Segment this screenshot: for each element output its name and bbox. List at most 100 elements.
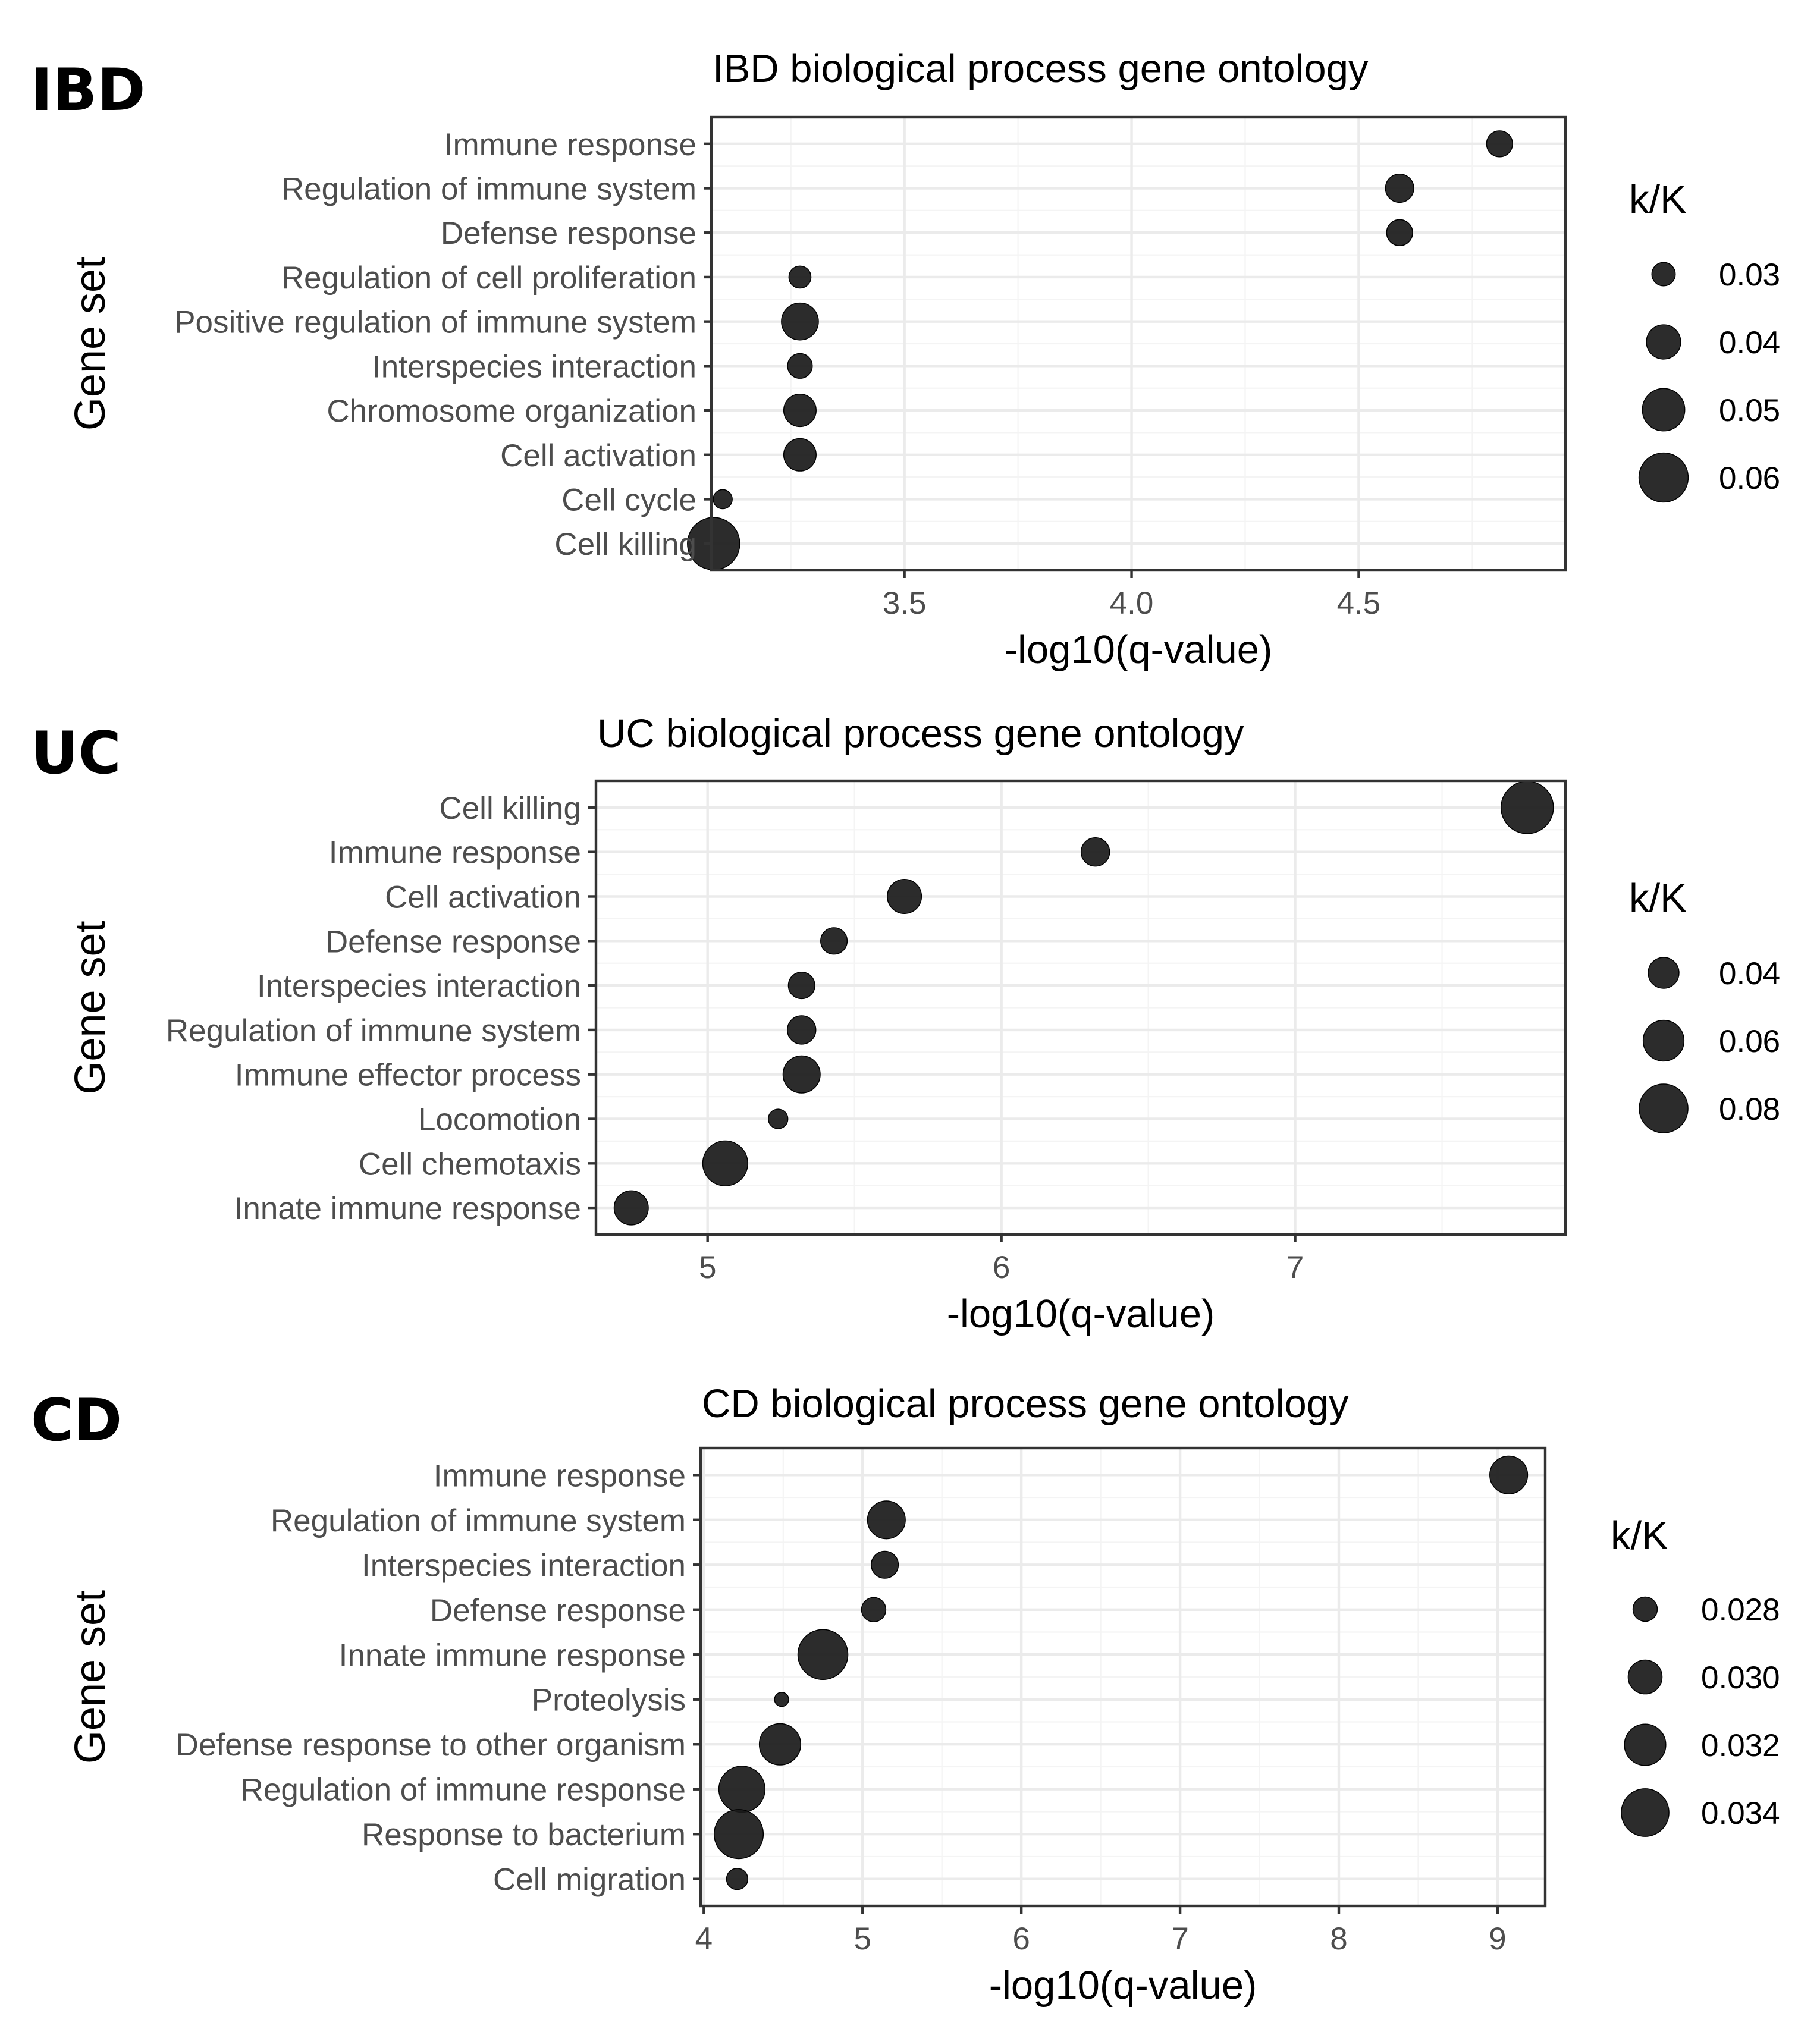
x-tick-label: 8 xyxy=(1330,1921,1347,1956)
data-point xyxy=(788,265,812,289)
plot-frame xyxy=(710,115,1567,572)
legend-key xyxy=(1642,388,1686,432)
y-tick-label: Cell migration xyxy=(493,1863,686,1898)
x-tick-label: 3.5 xyxy=(883,586,927,621)
legend-label: 0.08 xyxy=(1719,1092,1780,1127)
y-tick-label: Defense response to other organism xyxy=(176,1728,686,1763)
y-tick-label: Chromosome organization xyxy=(327,394,696,429)
data-point xyxy=(1486,130,1513,158)
data-point xyxy=(774,1692,789,1707)
y-tick-label: Interspecies interaction xyxy=(257,969,581,1004)
legend-label: 0.05 xyxy=(1719,393,1780,428)
x-axis-label: -log10(q-value) xyxy=(989,1963,1257,2008)
plot-frame xyxy=(594,779,1567,1236)
y-tick-label: Response to bacterium xyxy=(362,1817,686,1852)
data-point xyxy=(702,1140,748,1186)
chart-title: CD biological process gene ontology xyxy=(702,1381,1349,1426)
legend-label: 0.04 xyxy=(1719,956,1780,991)
x-tick-label: 6 xyxy=(993,1250,1010,1285)
y-axis-label: Gene set xyxy=(67,257,114,431)
y-tick-label: Immune response xyxy=(434,1458,686,1493)
plot-frame xyxy=(699,1446,1547,1908)
legend-key xyxy=(1638,452,1689,503)
legend-key xyxy=(1651,262,1676,287)
data-point xyxy=(758,1723,801,1766)
data-point xyxy=(613,1190,649,1226)
legend-label: 0.04 xyxy=(1719,325,1780,360)
data-point xyxy=(1385,173,1414,203)
panel-cd: CD CD biological process gene ontology Imm… xyxy=(31,1381,1780,2008)
y-tick-label: Innate immune response xyxy=(339,1638,686,1673)
x-axis-label: -log10(q-value) xyxy=(1005,627,1273,672)
data-point xyxy=(820,927,848,955)
y-tick-label: Regulation of immune system xyxy=(166,1013,581,1048)
y-tick-label: Cell chemotaxis xyxy=(359,1147,581,1182)
legend-label: 0.032 xyxy=(1701,1728,1780,1763)
x-tick-label: 9 xyxy=(1489,1921,1506,1956)
x-tick-label: 4.0 xyxy=(1110,586,1154,621)
data-point xyxy=(714,1809,764,1860)
y-tick-label: Regulation of immune system xyxy=(271,1503,686,1538)
y-tick-label: Immune response xyxy=(444,127,696,162)
data-point xyxy=(787,353,813,379)
y-tick-label: Locomotion xyxy=(418,1103,581,1138)
y-tick-label: Immune response xyxy=(329,836,581,871)
data-point xyxy=(871,1550,899,1579)
y-tick-label: Cell activation xyxy=(385,880,581,915)
data-point xyxy=(861,1597,887,1622)
data-point xyxy=(1081,837,1110,867)
x-tick-label: 4 xyxy=(695,1921,713,1956)
y-axis-label: Gene set xyxy=(67,921,114,1094)
y-tick-label: Positive regulation of immune system xyxy=(174,305,696,340)
panel-uc: UC UC biological process gene ontology Cel… xyxy=(31,711,1780,1336)
y-tick-label: Interspecies interaction xyxy=(372,349,696,384)
data-point xyxy=(1489,1455,1529,1494)
chart-title: UC biological process gene ontology xyxy=(597,711,1244,756)
legend-label: 0.034 xyxy=(1701,1796,1780,1831)
y-tick-label: Regulation of immune system xyxy=(281,172,696,207)
y-tick-label: Cell killing xyxy=(554,527,696,562)
legend-label: 0.028 xyxy=(1701,1593,1780,1628)
legend-title: k/K xyxy=(1629,177,1687,222)
x-tick-label: 6 xyxy=(1012,1921,1030,1956)
y-tick-label: Innate immune response xyxy=(234,1191,581,1226)
y-tick-label: Cell killing xyxy=(439,791,581,826)
legend-key xyxy=(1627,1659,1663,1695)
legend-label: 0.06 xyxy=(1719,461,1780,496)
data-point xyxy=(782,1055,821,1094)
y-tick-label: Proteolysis xyxy=(532,1683,686,1718)
x-tick-label: 5 xyxy=(854,1921,871,1956)
data-point xyxy=(768,1108,789,1129)
legend-key xyxy=(1639,1083,1689,1133)
data-point xyxy=(787,1015,817,1045)
legend-label: 0.06 xyxy=(1719,1024,1780,1059)
y-tick-label: Defense response xyxy=(430,1593,686,1628)
y-tick-label: Interspecies interaction xyxy=(362,1548,686,1583)
legend-key xyxy=(1621,1788,1670,1837)
panel-tag: CD xyxy=(31,1387,122,1455)
data-point xyxy=(1386,219,1413,246)
x-tick-label: 5 xyxy=(699,1250,716,1285)
legend-label: 0.030 xyxy=(1701,1660,1780,1695)
data-point xyxy=(781,302,819,341)
data-point xyxy=(867,1500,906,1540)
panel-ibd: IBD IBD biological process gene ontology I… xyxy=(31,46,1780,672)
x-axis-label: -log10(q-value) xyxy=(947,1292,1215,1336)
legend-key xyxy=(1646,324,1681,360)
legend-key xyxy=(1642,1019,1685,1062)
legend-label: 0.03 xyxy=(1719,257,1780,293)
data-point xyxy=(783,438,817,472)
y-tick-label: Cell cycle xyxy=(561,482,696,517)
data-point xyxy=(797,1629,849,1681)
data-point xyxy=(787,972,815,1000)
y-tick-label: Cell activation xyxy=(500,438,696,473)
panel-tag: UC xyxy=(31,720,121,787)
legend-title: k/K xyxy=(1611,1513,1668,1558)
data-point xyxy=(713,489,733,510)
y-tick-label: Regulation of cell proliferation xyxy=(281,260,696,296)
data-point xyxy=(783,394,817,428)
data-point xyxy=(887,879,922,914)
legend-key xyxy=(1624,1723,1667,1766)
legend-key xyxy=(1648,957,1680,989)
